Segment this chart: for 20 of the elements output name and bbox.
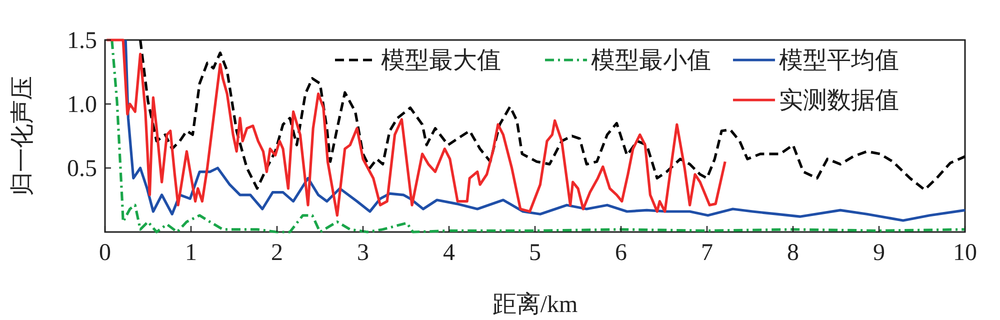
legend-label: 模型最小值 [591,48,711,74]
x-tick-label: 0 [99,240,111,266]
x-tick-label: 10 [953,240,977,266]
legend-label: 模型平均值 [779,48,899,74]
y-tick-label: 0.5 [67,156,97,182]
x-tick-label: 2 [271,240,283,266]
legend-label: 实测数据值 [779,87,899,114]
x-tick-label: 1 [185,240,197,266]
x-tick-label: 6 [615,240,627,266]
x-tick-label: 4 [443,240,455,266]
x-tick-label: 3 [357,240,369,266]
x-tick-label: 7 [701,240,713,266]
x-tick-label: 8 [787,240,799,266]
y-tick-label: 1.0 [67,92,97,118]
legend-label: 模型最大值 [381,48,501,74]
x-axis-title: 距离/km [492,291,578,318]
y-tick-label: 1.5 [67,28,97,54]
x-tick-label: 9 [873,240,885,266]
x-tick-label: 5 [529,240,541,266]
y-axis-title: 归一化声压 [10,76,36,196]
